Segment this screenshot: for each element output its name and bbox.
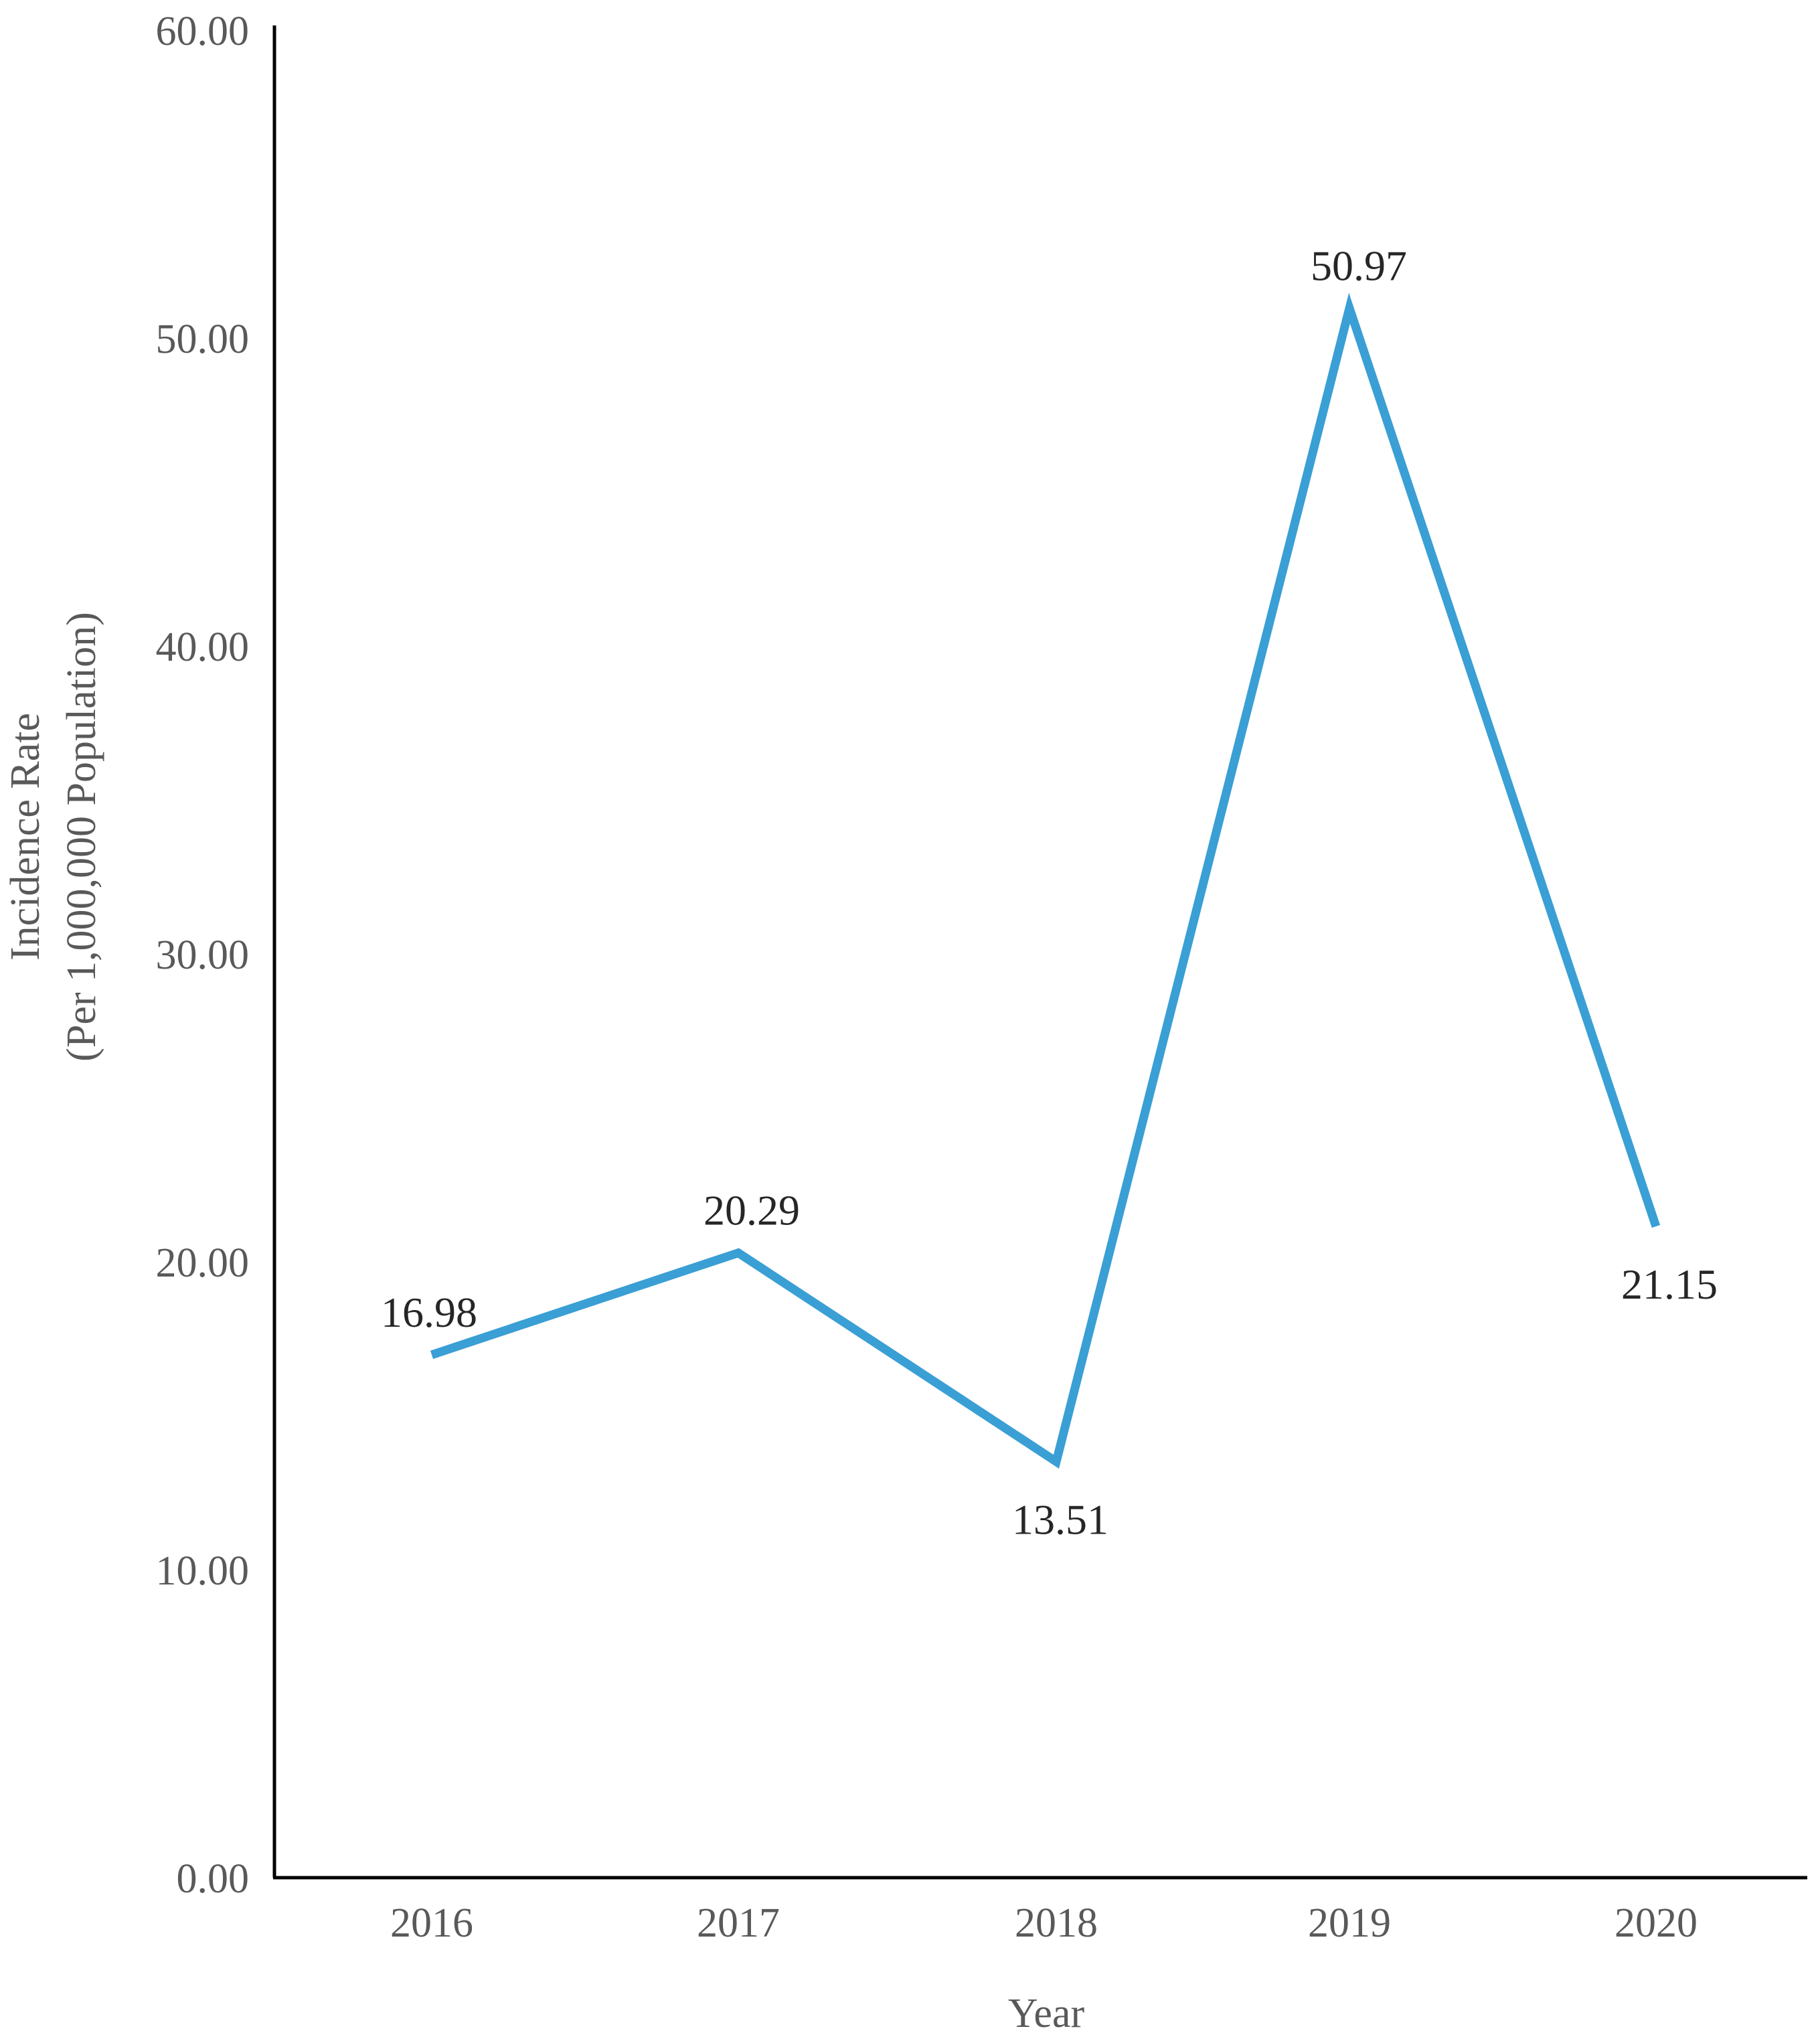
axes — [272, 25, 1807, 1880]
x-tick-label: 2018 — [1015, 1900, 1098, 1946]
y-tick-label: 30.00 — [156, 932, 250, 978]
y-tick-label: 0.00 — [177, 1856, 250, 1902]
y-axis-title: Incidence Rate (Per 1,000,000 Population… — [3, 612, 104, 1062]
y-tick-labels: 0.00 10.00 20.00 30.00 40.00 50.00 60.00 — [156, 9, 250, 1902]
y-tick-label: 10.00 — [156, 1548, 250, 1594]
x-tick-label: 2016 — [390, 1900, 473, 1946]
x-axis-title: Year — [1008, 1991, 1085, 2036]
x-tick-label: 2019 — [1308, 1900, 1391, 1946]
y-tick-label: 40.00 — [156, 625, 250, 670]
data-label: 21.15 — [1621, 1260, 1718, 1308]
y-axis-title-line-2: (Per 1,000,000 Population) — [59, 612, 104, 1062]
y-tick-label: 60.00 — [156, 9, 250, 54]
data-labels: 16.98 20.29 13.51 50.97 21.15 — [381, 242, 1718, 1543]
data-label: 16.98 — [381, 1289, 477, 1336]
y-tick-label: 50.00 — [156, 317, 250, 362]
data-label: 50.97 — [1311, 242, 1407, 289]
y-tick-label: 20.00 — [156, 1240, 250, 1286]
series-line — [430, 293, 1661, 1469]
x-tick-label: 2020 — [1615, 1900, 1698, 1946]
x-tick-label: 2017 — [697, 1900, 780, 1946]
y-axis-title-line-1: Incidence Rate — [3, 713, 48, 961]
data-label: 20.29 — [704, 1187, 800, 1234]
series-group — [430, 293, 1661, 1469]
data-label: 13.51 — [1012, 1496, 1108, 1544]
x-tick-labels: 2016 2017 2018 2019 2020 — [390, 1900, 1698, 1946]
